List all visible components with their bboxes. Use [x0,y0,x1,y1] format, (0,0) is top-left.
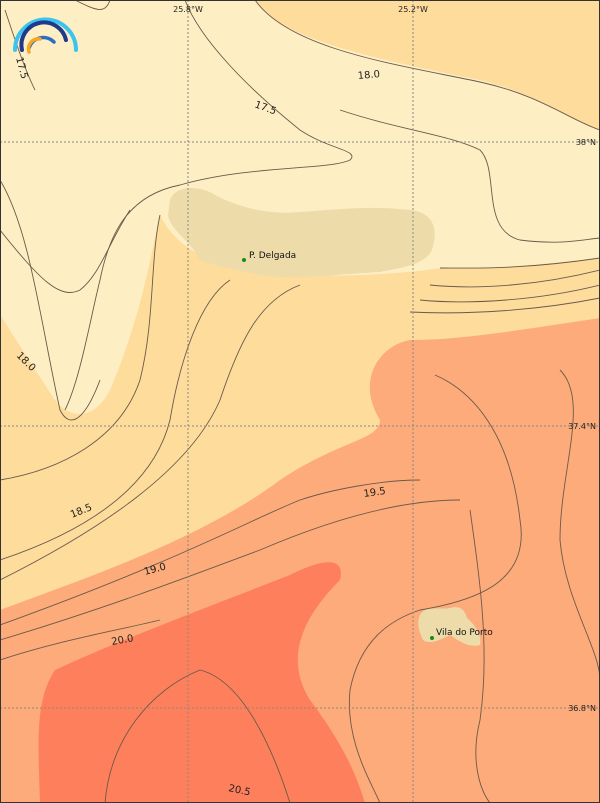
rainbow-arcs-logo [13,17,78,54]
lon-label: 25.8°W [173,5,203,14]
contour-line [254,0,600,131]
contour-line [348,374,522,803]
contour-line [0,284,301,581]
contour-line [104,669,291,803]
contour-label: 20.5 [227,783,251,798]
santa-maria-island [418,607,481,646]
contour-line [4,9,36,91]
contour-line [339,109,600,243]
contour-line [429,269,600,288]
contour-line [64,0,353,411]
lat-label: 36.8°N [568,704,596,713]
sao-miguel-island [168,188,435,278]
contour-label: 19.5 [363,486,387,500]
contour-line [0,279,231,561]
place-label: P. Delgada [249,251,296,261]
place-marker [242,258,246,262]
contour-line [439,257,600,269]
contour-line [0,179,101,421]
contour-line [74,0,111,10]
contour-label: 20.0 [111,633,135,648]
contour-line [559,369,600,681]
contour-line [0,479,421,626]
contour-line [0,209,131,293]
contour-line [409,297,600,314]
band-18-19-top [255,0,600,130]
lat-label: 37.4°N [568,422,596,431]
contour-line [0,214,161,481]
contour-line [469,509,491,803]
contour-line [0,619,161,661]
lat-label: 38°N [576,138,596,147]
contour-line [419,284,600,303]
place-marker [430,636,434,640]
lon-label: 25.2°W [398,5,428,14]
contour-label: 18.0 [357,69,380,82]
band-above-20 [38,562,366,803]
contour-line [0,499,461,641]
place-label: Vila do Porto [436,628,493,638]
